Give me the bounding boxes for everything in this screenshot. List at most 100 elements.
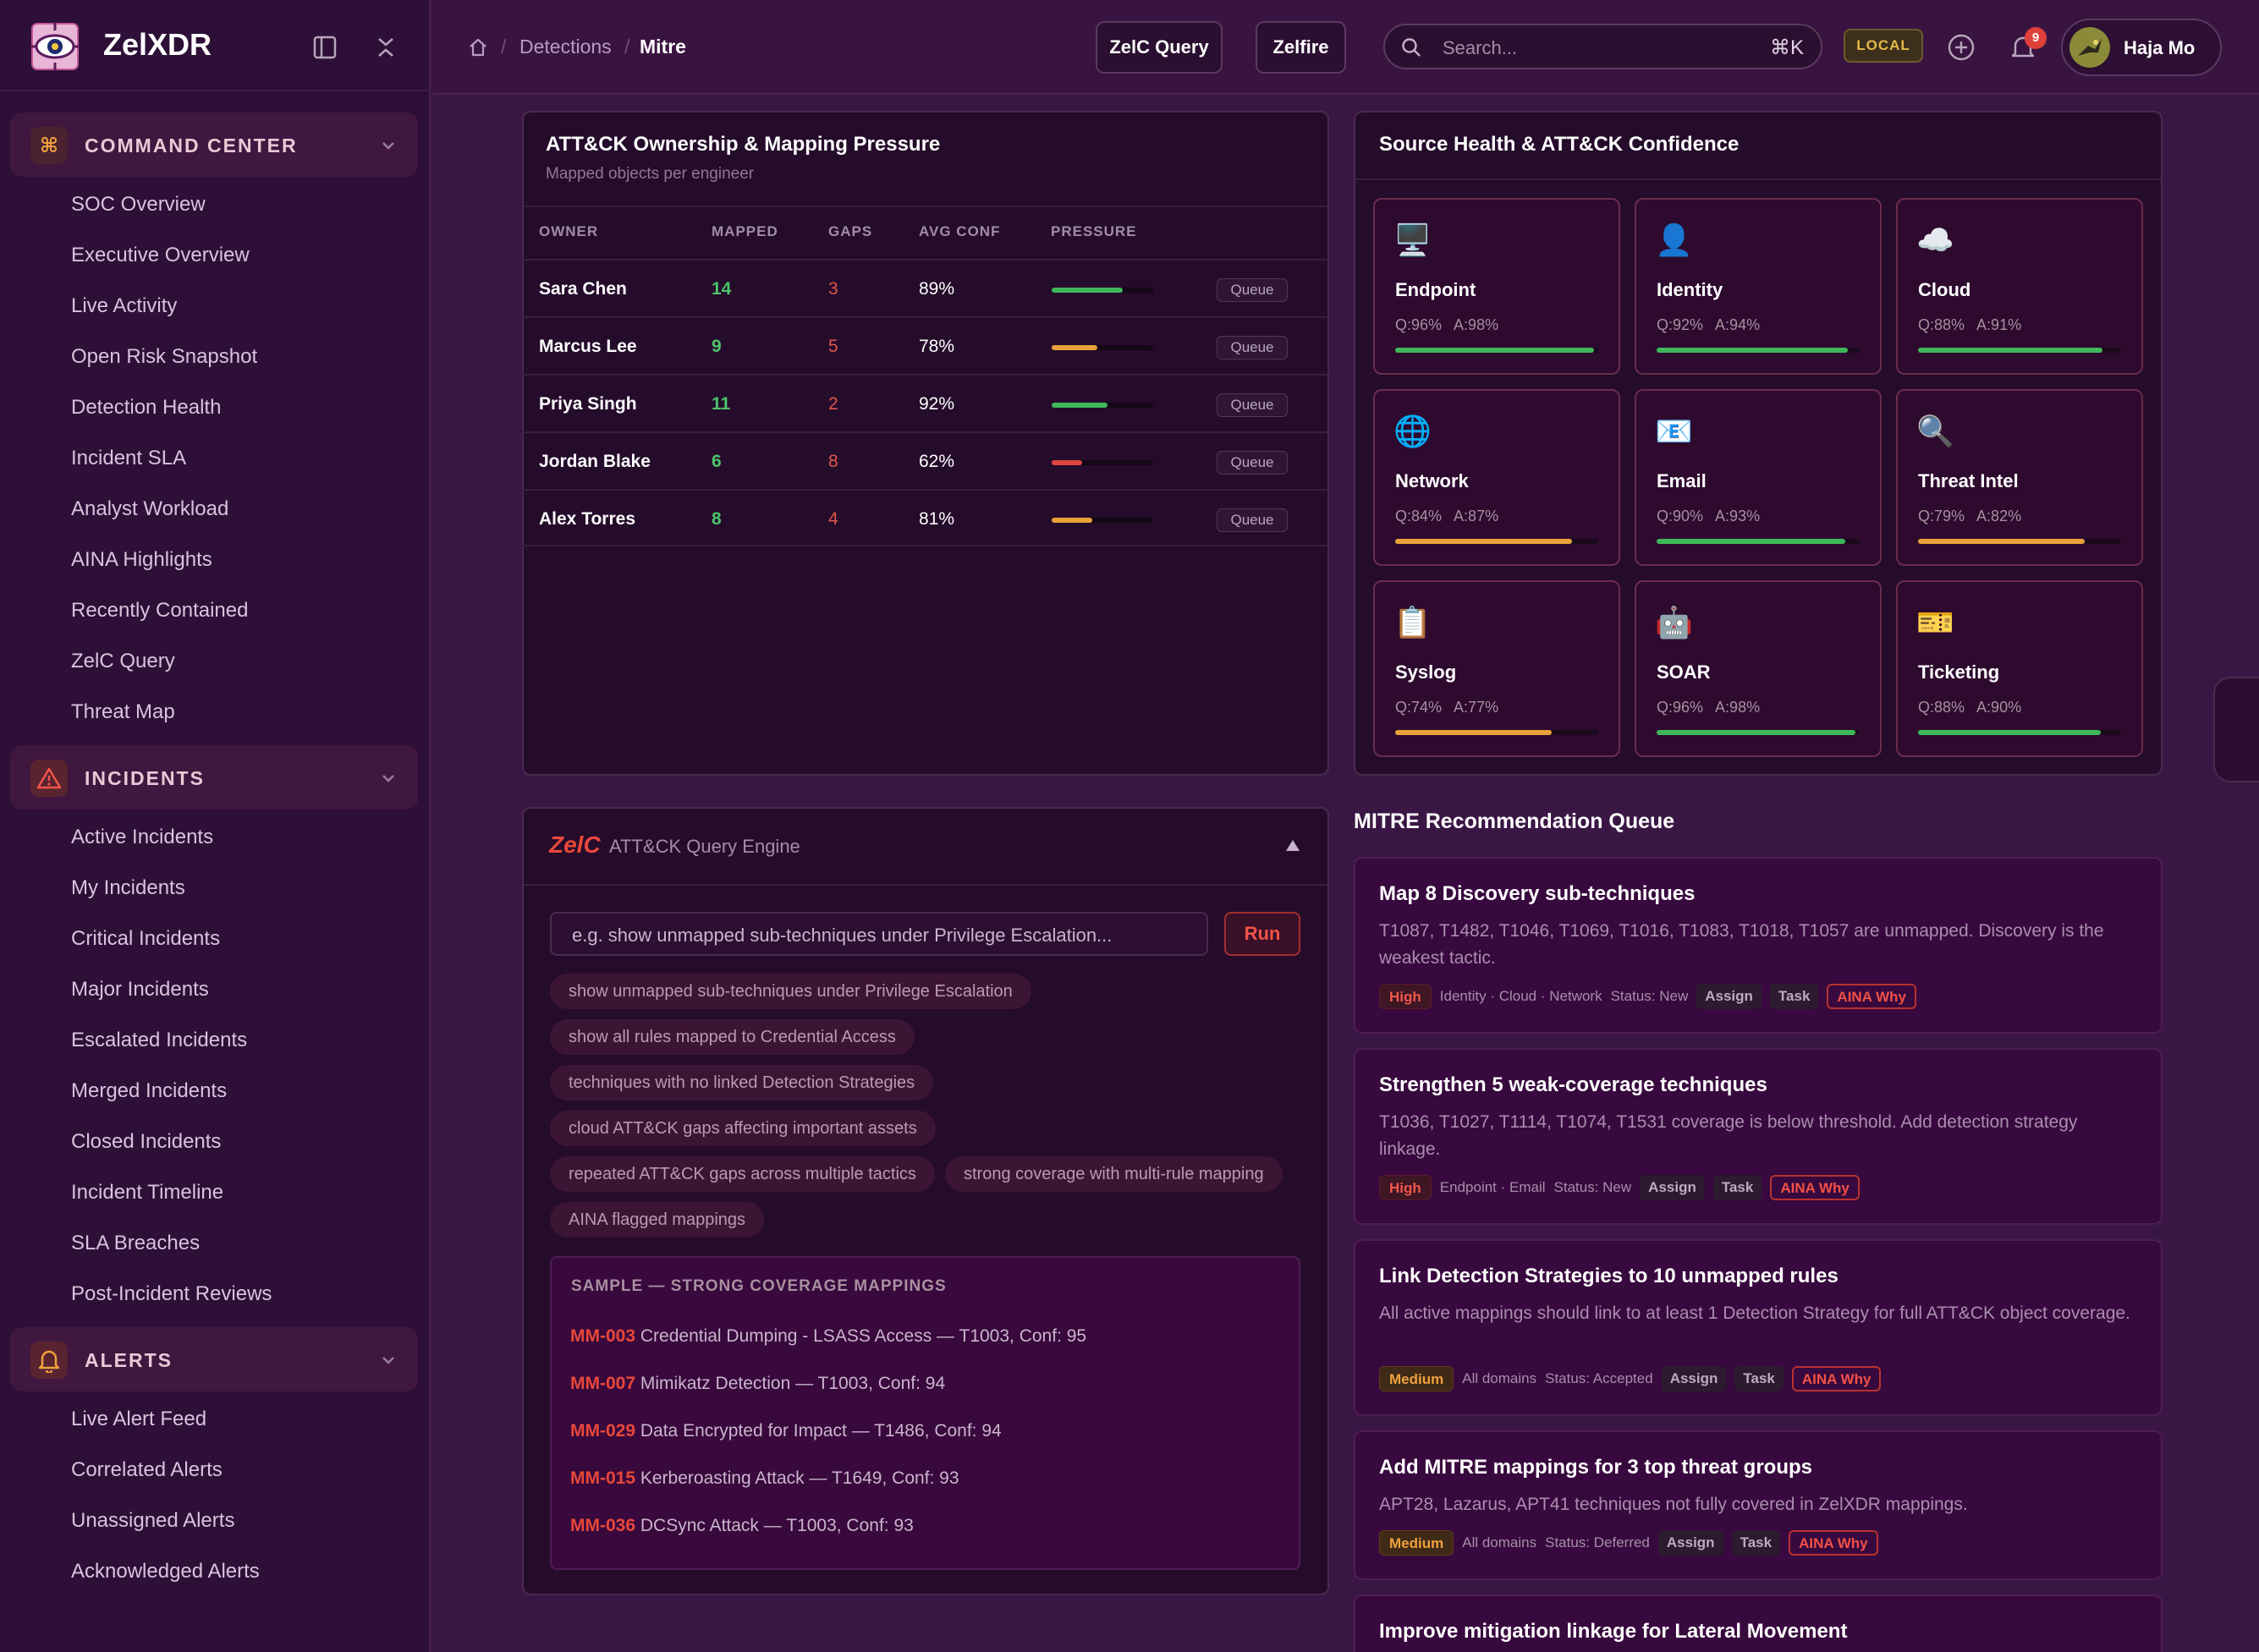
sidebar-item-sla-breaches[interactable]: SLA Breaches (71, 1232, 201, 1254)
source-a-value: A:91% (1976, 316, 2022, 333)
home-icon[interactable] (466, 36, 490, 59)
sidebar-item-executive-overview[interactable]: Executive Overview (71, 244, 250, 266)
task-button[interactable]: Task (1769, 984, 1819, 1009)
sidebar-item-live-alert-feed[interactable]: Live Alert Feed (71, 1408, 207, 1430)
task-button[interactable]: Task (1734, 1366, 1784, 1391)
recommendation-card[interactable]: Strengthen 5 weak-coverage techniques T1… (1354, 1048, 2163, 1225)
queue-button[interactable]: Queue (1217, 451, 1288, 475)
sidebar-item-open-risk-snapshot[interactable]: Open Risk Snapshot (71, 345, 258, 368)
nav-group-label: ALERTS (85, 1349, 173, 1371)
mapping-id: MM-003 (570, 1326, 636, 1346)
nav-group-command-center[interactable]: ⌘ COMMAND CENTER (10, 113, 418, 177)
sample-mapping-line[interactable]: MM-029 Data Encrypted for Impact — T1486… (570, 1421, 1002, 1441)
run-button[interactable]: Run (1224, 912, 1300, 956)
source-a-value: A:90% (1976, 699, 2022, 716)
source-card-ticketing[interactable]: 🎫 Ticketing Q:88% A:90% (1896, 580, 2143, 757)
zelfire-button[interactable]: Zelfire (1256, 21, 1346, 74)
source-card-threat-intel[interactable]: 🔍 Threat Intel Q:79% A:82% (1896, 389, 2143, 566)
queue-button[interactable]: Queue (1217, 508, 1288, 532)
sidebar-item-aina-highlights[interactable]: AINA Highlights (71, 548, 212, 571)
assign-button[interactable]: Assign (1657, 1530, 1723, 1556)
sidebar-toggle-icon[interactable] (308, 30, 342, 64)
breadcrumb-separator: / (624, 36, 630, 58)
sidebar-item-live-activity[interactable]: Live Activity (71, 294, 178, 317)
query-suggestion-chip[interactable]: AINA flagged mappings (550, 1202, 765, 1238)
owner-name: Sara Chen (539, 279, 627, 299)
sidebar-item-unassigned-alerts[interactable]: Unassigned Alerts (71, 1509, 235, 1532)
sidebar-item-closed-incidents[interactable]: Closed Incidents (71, 1130, 222, 1153)
queue-button[interactable]: Queue (1217, 393, 1288, 417)
source-card-endpoint[interactable]: 🖥️ Endpoint Q:96% A:98% (1373, 198, 1620, 375)
source-card-cloud[interactable]: ☁️ Cloud Q:88% A:91% (1896, 198, 2143, 375)
task-button[interactable]: Task (1731, 1530, 1781, 1556)
source-name: Network (1395, 470, 1469, 491)
aina-why-button[interactable]: AINA Why (1827, 984, 1916, 1009)
query-suggestion-chip[interactable]: show all rules mapped to Credential Acce… (550, 1019, 915, 1055)
source-card-email[interactable]: 📧 Email Q:90% A:93% (1635, 389, 1882, 566)
recommendation-card[interactable]: Improve mitigation linkage for Lateral M… (1354, 1594, 2163, 1652)
divider (1355, 178, 2161, 180)
add-icon[interactable] (1946, 32, 1976, 63)
endpoint-icon: 🖥️ (1393, 222, 1432, 257)
breadcrumb-detections[interactable]: Detections (519, 36, 612, 58)
mapped-count: 9 (712, 337, 722, 356)
queue-button[interactable]: Queue (1217, 336, 1288, 359)
aina-why-button[interactable]: AINA Why (1789, 1530, 1878, 1556)
recommendation-status: Status: New (1610, 988, 1689, 1004)
source-card-syslog[interactable]: 📋 Syslog Q:74% A:77% (1373, 580, 1620, 757)
sample-mapping-line[interactable]: MM-015 Kerberoasting Attack — T1649, Con… (570, 1468, 959, 1489)
user-menu[interactable]: Haja Mo (2061, 19, 2222, 76)
aina-why-button[interactable]: AINA Why (1791, 1366, 1882, 1391)
nav-group-incidents[interactable]: INCIDENTS (10, 745, 418, 810)
task-button[interactable]: Task (1712, 1175, 1762, 1200)
sidebar-item-escalated-incidents[interactable]: Escalated Incidents (71, 1029, 248, 1051)
search-input[interactable]: Search... ⌘K (1383, 24, 1822, 69)
sidebar-item-major-incidents[interactable]: Major Incidents (71, 978, 209, 1001)
sidebar-item-recently-contained[interactable]: Recently Contained (71, 599, 249, 622)
query-suggestion-chip[interactable]: techniques with no linked Detection Stra… (550, 1065, 934, 1100)
sample-mapping-line[interactable]: MM-003 Credential Dumping - LSASS Access… (570, 1326, 1086, 1347)
sidebar-item-incident-sla[interactable]: Incident SLA (71, 447, 187, 469)
query-suggestion-chip[interactable]: strong coverage with multi-rule mapping (945, 1156, 1283, 1192)
source-card-network[interactable]: 🌐 Network Q:84% A:87% (1373, 389, 1620, 566)
query-suggestion-chip[interactable]: cloud ATT&CK gaps affecting important as… (550, 1111, 936, 1146)
mapped-count: 14 (712, 279, 732, 299)
query-suggestion-chip[interactable]: show unmapped sub-techniques under Privi… (550, 974, 1031, 1009)
sidebar-item-soc-overview[interactable]: SOC Overview (71, 193, 206, 216)
sidebar-item-detection-health[interactable]: Detection Health (71, 396, 222, 419)
aina-why-button[interactable]: AINA Why (1770, 1175, 1860, 1200)
scroll-handle[interactable] (2213, 677, 2259, 782)
assign-button[interactable]: Assign (1696, 984, 1762, 1009)
chevron-down-icon (382, 775, 394, 782)
recommendation-card[interactable]: Link Detection Strategies to 10 unmapped… (1354, 1239, 2163, 1416)
nav-group-alerts[interactable]: ALERTS (10, 1327, 418, 1391)
source-card-soar[interactable]: 🤖 SOAR Q:96% A:98% (1635, 580, 1882, 757)
sidebar-item-correlated-alerts[interactable]: Correlated Alerts (71, 1458, 223, 1481)
sidebar-item-threat-map[interactable]: Threat Map (71, 700, 175, 723)
sample-mapping-line[interactable]: MM-036 DCSync Attack — T1003, Conf: 93 (570, 1516, 914, 1536)
assign-button[interactable]: Assign (1640, 1175, 1705, 1200)
source-card-identity[interactable]: 👤 Identity Q:92% A:94% (1635, 198, 1882, 375)
collapse-all-icon[interactable] (369, 30, 403, 64)
sidebar-item-my-incidents[interactable]: My Incidents (71, 876, 185, 899)
sample-mapping-line[interactable]: MM-007 Mimikatz Detection — T1003, Conf:… (570, 1374, 945, 1394)
assign-button[interactable]: Assign (1661, 1366, 1727, 1391)
sidebar-item-zelc-query[interactable]: ZelC Query (71, 650, 175, 672)
sidebar-item-critical-incidents[interactable]: Critical Incidents (71, 927, 221, 950)
source-name: Threat Intel (1918, 470, 2019, 491)
query-suggestion-chip[interactable]: repeated ATT&CK gaps across multiple tac… (550, 1156, 935, 1192)
sidebar-item-incident-timeline[interactable]: Incident Timeline (71, 1181, 224, 1204)
source-a-value: A:93% (1715, 508, 1761, 524)
recommendation-desc: T1036, T1027, T1114, T1074, T1531 covera… (1379, 1112, 2078, 1159)
zelc-query-button[interactable]: ZelC Query (1096, 21, 1223, 74)
query-input[interactable]: e.g. show unmapped sub-techniques under … (550, 912, 1208, 956)
queue-button[interactable]: Queue (1217, 278, 1288, 302)
sidebar-item-merged-incidents[interactable]: Merged Incidents (71, 1079, 228, 1102)
recommendation-card[interactable]: Add MITRE mappings for 3 top threat grou… (1354, 1430, 2163, 1580)
sidebar-item-post-incident-reviews[interactable]: Post-Incident Reviews (71, 1282, 272, 1305)
sidebar-item-analyst-workload[interactable]: Analyst Workload (71, 497, 229, 520)
sidebar-item-acknowledged-alerts[interactable]: Acknowledged Alerts (71, 1560, 260, 1583)
recommendation-card[interactable]: Map 8 Discovery sub-techniques T1087, T1… (1354, 857, 2163, 1034)
sidebar-item-active-incidents[interactable]: Active Incidents (71, 826, 214, 848)
collapse-triangle-icon[interactable] (1284, 837, 1301, 853)
